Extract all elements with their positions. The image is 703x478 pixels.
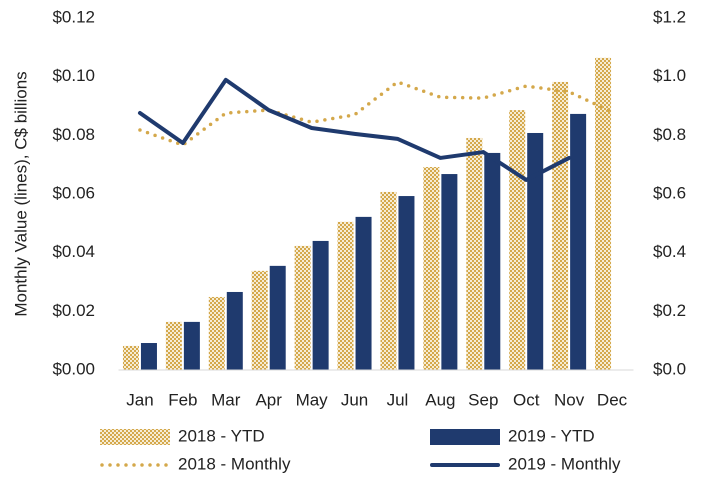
y-tick-label: $0.08: [52, 125, 95, 144]
y2-tick-label: $0.6: [653, 183, 686, 202]
line: [138, 80, 614, 147]
bar: [423, 167, 440, 370]
x-tick-label: Sep: [468, 390, 498, 409]
y2-tick-label: $1.2: [653, 7, 686, 26]
legend-label: 2019 - YTD: [508, 426, 595, 445]
y2-tick-label: $0.8: [653, 125, 686, 144]
y-tick-label: $0.00: [52, 359, 95, 378]
y-tick-label: $0.12: [52, 7, 95, 26]
line: [137, 77, 572, 182]
bar: [312, 240, 329, 370]
bar: [570, 113, 587, 371]
bar: [294, 245, 311, 370]
y2-tick-label: $1.0: [653, 66, 686, 85]
bar: [355, 216, 372, 370]
bar: [183, 321, 200, 370]
x-tick-label: Aug: [425, 390, 455, 409]
bar: [509, 110, 526, 371]
bar: [380, 191, 397, 370]
y2-tick-label: $0.4: [653, 242, 686, 261]
x-tick-label: Oct: [513, 390, 540, 409]
x-tick-label: Apr: [255, 390, 282, 409]
bar: [398, 196, 415, 370]
y2-tick-label: $0.0: [653, 359, 686, 378]
x-tick-label: Mar: [211, 390, 241, 409]
bar: [208, 296, 225, 370]
x-tick-label: Jun: [341, 390, 368, 409]
legend-label: 2019 - Monthly: [508, 454, 621, 473]
bar: [527, 132, 544, 370]
x-tick-label: Dec: [597, 390, 628, 409]
bar: [269, 265, 286, 370]
bar: [122, 345, 139, 370]
bar: [226, 291, 243, 370]
bar: [140, 343, 157, 370]
y-tick-label: $0.02: [52, 301, 95, 320]
bar: [251, 270, 268, 370]
bar: [466, 137, 483, 370]
bar: [484, 152, 501, 370]
bar: [595, 57, 612, 370]
bar: [552, 81, 569, 371]
y-axis-label: Monthly Value (lines), C$ billions: [11, 71, 30, 316]
y-tick-label: $0.10: [52, 66, 95, 85]
legend-swatch: [430, 429, 500, 445]
x-tick-label: Feb: [168, 390, 197, 409]
x-tick-label: May: [296, 390, 329, 409]
y-tick-label: $0.04: [52, 242, 95, 261]
legend-swatch: [100, 429, 170, 445]
bar: [337, 221, 354, 370]
y-tick-label: $0.06: [52, 183, 95, 202]
bar: [441, 174, 458, 370]
x-tick-label: Jan: [126, 390, 153, 409]
legend-label: 2018 - YTD: [178, 426, 265, 445]
legend-label: 2018 - Monthly: [178, 454, 291, 473]
x-tick-label: Jul: [387, 390, 409, 409]
x-tick-label: Nov: [554, 390, 585, 409]
bar: [165, 321, 182, 370]
y2-tick-label: $0.2: [653, 301, 686, 320]
